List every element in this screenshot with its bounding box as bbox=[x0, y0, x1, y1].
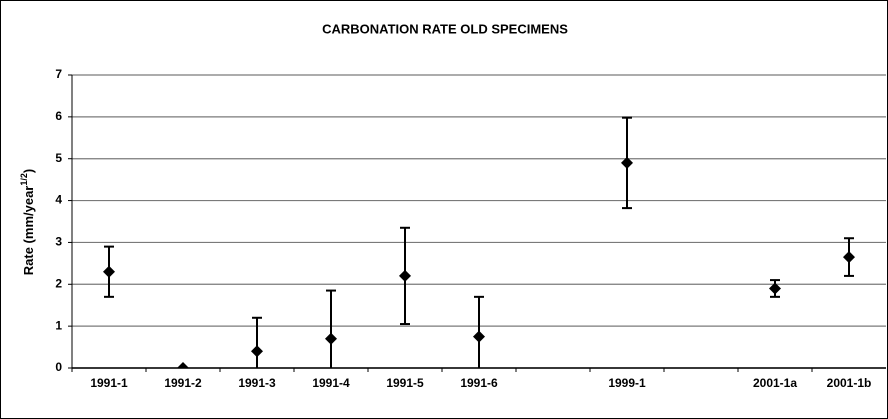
x-tick-label: 2001-1b bbox=[827, 376, 872, 390]
x-tick-label: 1991-2 bbox=[164, 376, 202, 390]
marker bbox=[621, 156, 633, 169]
marker bbox=[103, 265, 115, 278]
x-tick-label: 1991-3 bbox=[238, 376, 276, 390]
y-tick-label: 0 bbox=[55, 360, 62, 374]
y-axis-label: Rate (mm/year1/2) bbox=[19, 169, 36, 275]
marker bbox=[177, 362, 189, 368]
chart-title: CARBONATION RATE OLD SPECIMENS bbox=[322, 21, 568, 36]
y-tick-label: 5 bbox=[55, 151, 62, 165]
x-tick-label: 2001-1a bbox=[753, 376, 797, 390]
y-tick-label: 4 bbox=[55, 193, 62, 207]
marker bbox=[843, 251, 855, 264]
y-axis-label-superscript: 1/2 bbox=[19, 173, 29, 186]
marker bbox=[325, 332, 337, 345]
marker bbox=[473, 330, 485, 343]
y-axis-label-text: Rate (mm/year bbox=[21, 186, 36, 276]
y-tick-label: 6 bbox=[55, 109, 62, 123]
x-tick-label: 1991-6 bbox=[460, 376, 498, 390]
marker bbox=[399, 269, 411, 282]
x-tick-label: 1999-1 bbox=[608, 376, 646, 390]
x-tick-label: 1991-1 bbox=[90, 376, 128, 390]
plot-area bbox=[103, 116, 855, 368]
y-axis-label-suffix: ) bbox=[21, 169, 36, 173]
x-tick-label: 1991-4 bbox=[312, 376, 350, 390]
y-tick-label: 7 bbox=[55, 67, 62, 81]
x-tick-label: 1991-5 bbox=[386, 376, 424, 390]
marker bbox=[769, 282, 781, 295]
y-tick-label: 3 bbox=[55, 235, 62, 249]
marker bbox=[251, 345, 263, 358]
y-tick-label: 2 bbox=[55, 276, 62, 290]
y-tick-label: 1 bbox=[55, 318, 62, 332]
